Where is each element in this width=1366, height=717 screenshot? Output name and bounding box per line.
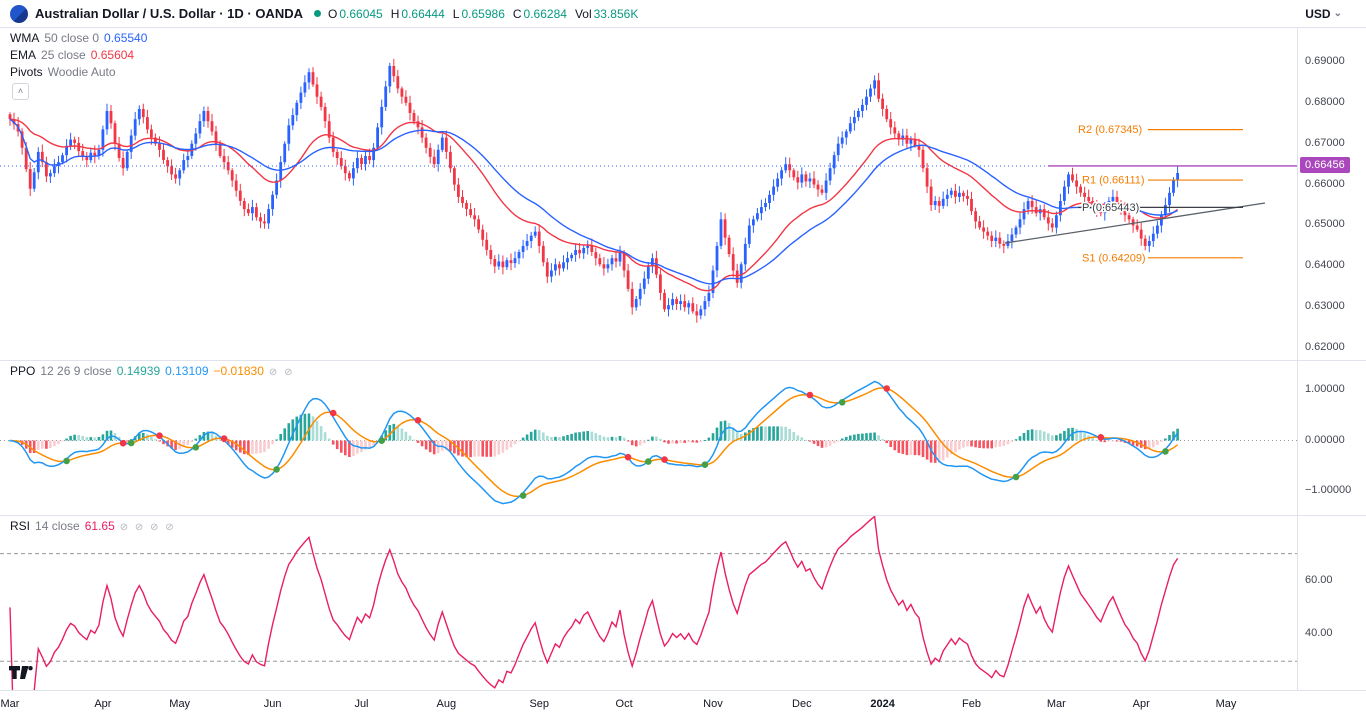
chart-header: Australian Dollar / U.S. Dollar · 1D · O… (0, 0, 1366, 28)
low-value: 0.65986 (461, 6, 505, 21)
time-axis-label: Dec (792, 698, 812, 710)
hidden-plots-icons: ⊘ ⊘ ⊘ ⊘ (119, 522, 176, 533)
ppo-params: 12 26 9 close (40, 364, 112, 378)
price-axis-label: 0.63000 (1305, 300, 1345, 313)
legend-wma[interactable]: WMA 50 close 0 0.65540 (10, 31, 147, 45)
tradingview-logo-icon (9, 666, 33, 679)
open-value: 0.66045 (339, 6, 383, 21)
ppo-signal-line[interactable] (9, 387, 1179, 498)
pivot-label: S1 (0.64209) (1082, 252, 1146, 264)
candlestick-series[interactable] (8, 59, 1179, 323)
price-panel[interactable]: R2 (0.67345) R1 (0.66111) P (0.65443) S1 (0… (0, 28, 1297, 360)
currency-selector[interactable]: USD ⌄ (1299, 6, 1348, 22)
ppo-line[interactable] (9, 380, 1179, 505)
price-axis-label: 0.68000 (1305, 95, 1345, 108)
time-axis-label: Mar (1046, 698, 1066, 710)
legend-pivots[interactable]: Pivots Woodie Auto (10, 65, 116, 79)
rsi-value: 61.65 (84, 519, 115, 533)
time-axis-label: Feb (962, 698, 981, 710)
ppo-panel[interactable] (0, 361, 1297, 515)
time-axis-label: 2024 (870, 698, 895, 710)
wma-name: WMA (10, 31, 40, 45)
time-axis-label: Apr (1132, 698, 1150, 710)
high-value: 0.66444 (401, 6, 445, 21)
legend-ema[interactable]: EMA 25 close 0.65604 (10, 48, 134, 62)
volume-label: Vol (574, 6, 592, 21)
ema-name: EMA (10, 48, 37, 62)
pivots-params: Woodie Auto (47, 65, 116, 79)
legend-rsi[interactable]: RSI 14 close 61.65 ⊘ ⊘ ⊘ ⊘ (10, 519, 176, 533)
time-axis-label: Jun (263, 698, 282, 710)
close-label: C (512, 6, 522, 21)
price-axis-label: 0.65000 (1305, 218, 1345, 231)
rsi-name: RSI (10, 519, 31, 533)
rsi-axis-label: 60.00 (1305, 573, 1333, 586)
wma-value: 0.65540 (104, 31, 148, 45)
time-axis-label: Jul (354, 698, 369, 710)
hidden-plots-icons: ⊘ ⊘ (268, 367, 295, 378)
tradingview-logo[interactable] (8, 664, 38, 686)
ema-value: 0.65604 (90, 48, 135, 62)
high-label: H (390, 6, 400, 21)
instrument-logo-icon[interactable] (10, 4, 28, 23)
open-label: O (328, 6, 338, 21)
ema-params: 25 close (41, 48, 86, 62)
market-status-dot (314, 10, 321, 17)
ppo-cross-dots (63, 385, 1169, 499)
panel-divider[interactable] (0, 515, 1366, 516)
chevron-down-icon: ⌄ (1333, 7, 1342, 19)
time-scale[interactable]: Mar Apr May Jun Jul Aug Sep Oct Nov Dec 2024 Feb Mar… (0, 690, 1366, 717)
price-scale[interactable]: 0.69000 0.68000 0.67000 0.66000 0.65000 0.640… (1297, 0, 1366, 690)
pivots-name: Pivots (10, 65, 43, 79)
price-axis-badge: 0.66456 (1300, 156, 1350, 173)
ppo-axis-label: −1.00000 (1305, 484, 1352, 497)
ohlc-values: O 0.66045 H 0.66444 L 0.65986 C 0.66284 Vol 3… (328, 7, 638, 21)
time-axis-label: May (169, 698, 191, 710)
price-axis-label: 0.66000 (1305, 177, 1345, 190)
ppo-hist-value: 0.14939 (116, 364, 161, 378)
price-axis-label: 0.67000 (1305, 136, 1345, 149)
ppo-name: PPO (10, 364, 36, 378)
time-axis-label: Sep (529, 698, 550, 710)
price-axis-label: 0.64000 (1305, 259, 1345, 272)
legend-ppo[interactable]: PPO 12 26 9 close 0.14939 0.13109 −0.018… (10, 364, 294, 378)
close-value: 0.66284 (523, 6, 567, 21)
time-axis-label: Aug (436, 698, 457, 710)
currency-selector-value: USD (1305, 6, 1331, 21)
wma-params: 50 close 0 (44, 31, 100, 45)
time-axis-label: May (1215, 698, 1237, 710)
time-axis-label: Mar (0, 698, 20, 710)
rsi-panel[interactable] (0, 516, 1297, 690)
time-axis-label: Oct (615, 698, 633, 710)
ppo-axis-label: 0.00000 (1305, 433, 1345, 446)
pivot-label: R2 (0.67345) (1078, 124, 1142, 136)
ppo-histogram[interactable] (8, 413, 1179, 463)
pivot-label: P (0.65443) (1082, 202, 1139, 214)
pivot-label: R1 (0.66111) (1082, 175, 1145, 187)
price-axis-label: 0.62000 (1305, 341, 1345, 354)
time-axis-label: Apr (94, 698, 112, 710)
volume-value: 33.856K (593, 6, 639, 21)
ppo-axis-label: 1.00000 (1305, 382, 1345, 395)
panel-divider[interactable] (0, 360, 1366, 361)
rsi-axis-label: 40.00 (1305, 627, 1333, 640)
collapse-legend-button[interactable]: ˄ (12, 83, 29, 100)
wma-50-line[interactable] (9, 118, 1178, 285)
rsi-params: 14 close (35, 519, 80, 533)
ppo-line-value: 0.13109 (165, 364, 209, 378)
price-axis-label: 0.69000 (1305, 54, 1345, 67)
symbol-title[interactable]: Australian Dollar / U.S. Dollar · 1D · O… (35, 6, 303, 21)
ppo-signal-value: −0.01830 (213, 364, 264, 378)
low-label: L (452, 6, 460, 21)
ema-25-line[interactable] (9, 118, 1179, 292)
time-axis-label: Nov (703, 698, 723, 710)
rsi-line[interactable] (9, 516, 1179, 691)
trendline-drawing[interactable] (1004, 202, 1266, 244)
